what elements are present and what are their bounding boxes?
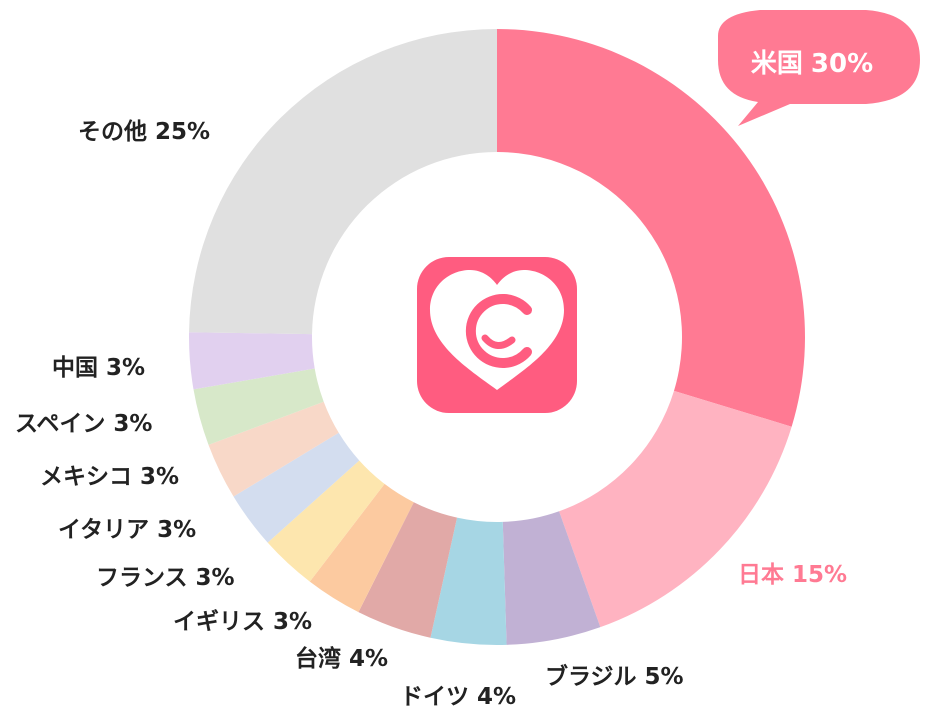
value-label: 3% xyxy=(106,355,145,381)
slice-label: 米国 30% xyxy=(751,49,873,79)
value-label: 5% xyxy=(645,664,684,690)
category-label: メキシコ xyxy=(40,464,132,490)
category-label: スペイン xyxy=(15,411,105,437)
category-label: フランス xyxy=(96,565,188,591)
category-label: イギリス xyxy=(173,609,265,635)
category-label: ドイツ xyxy=(400,684,469,710)
value-label: 4% xyxy=(477,684,516,710)
value-label: 4% xyxy=(349,646,388,672)
slice-label: イタリア 3% xyxy=(58,517,196,543)
category-label: その他 xyxy=(78,119,147,145)
app-icon xyxy=(417,257,577,413)
slices xyxy=(189,29,805,645)
slice-label: フランス 3% xyxy=(96,565,235,591)
slice-label: スペイン 3% xyxy=(15,411,152,437)
slice-label: 日本 15% xyxy=(738,562,847,588)
slice-label: 台湾 4% xyxy=(295,645,388,672)
slice-label: ドイツ 4% xyxy=(400,684,516,710)
value-label: 25% xyxy=(155,119,210,145)
slice xyxy=(358,502,458,638)
slice xyxy=(208,401,339,497)
value-label: 3% xyxy=(113,411,152,437)
value-label: 3% xyxy=(140,464,179,490)
icon-smile xyxy=(481,334,516,349)
slice-label: イギリス 3% xyxy=(173,609,312,635)
slice-label: ブラジル 5% xyxy=(545,663,684,690)
labels: 米国 30%日本 15%ブラジル 5%ドイツ 4%台湾 4%イギリス 3%フランス 3%イタリ… xyxy=(15,49,873,710)
category-label: イタリア xyxy=(58,517,149,543)
label-bubble xyxy=(718,10,920,126)
category-label: 日本 xyxy=(738,562,784,588)
slice xyxy=(267,460,385,582)
slice-label: その他 25% xyxy=(78,119,210,145)
value-label: 3% xyxy=(196,565,235,591)
slice-label: メキシコ 3% xyxy=(40,464,179,490)
category-label: 中国 xyxy=(52,355,98,381)
slice xyxy=(193,368,324,445)
value-label: 3% xyxy=(157,517,196,543)
icon-heart xyxy=(430,270,564,390)
slice xyxy=(189,332,315,390)
category-label: 米国 xyxy=(751,49,803,79)
slice xyxy=(497,29,805,427)
slice xyxy=(430,517,507,645)
icon-c xyxy=(465,294,532,368)
slice xyxy=(502,511,601,645)
slice-label: 中国 3% xyxy=(52,355,145,381)
slice xyxy=(309,483,414,613)
value-label: 3% xyxy=(273,609,312,635)
category-label: ブラジル xyxy=(545,663,637,690)
value-label: 15% xyxy=(792,562,847,588)
slice xyxy=(233,432,360,543)
slice xyxy=(559,390,792,628)
value-label: 30% xyxy=(811,49,873,79)
category-label: 台湾 xyxy=(295,645,341,672)
slice xyxy=(189,29,498,335)
